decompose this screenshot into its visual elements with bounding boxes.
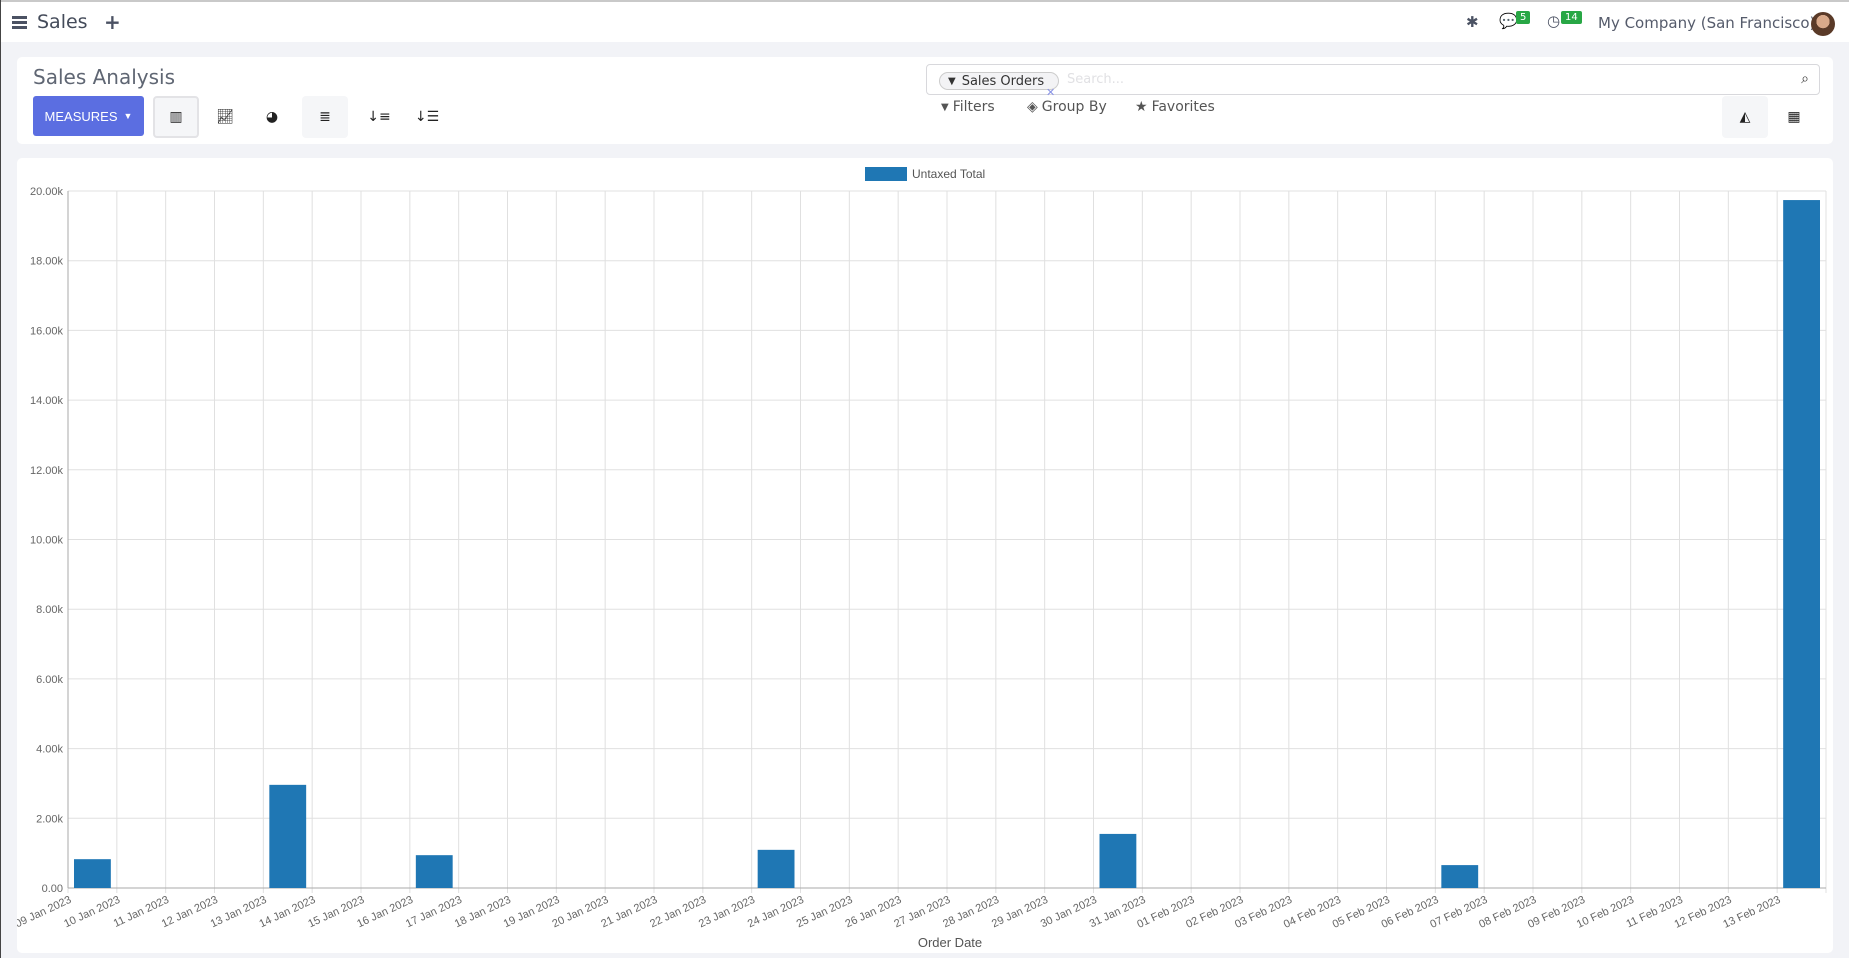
activities-badge: 14 [1561, 11, 1582, 24]
pivot-view-button[interactable]: ▦ [1771, 96, 1817, 138]
avatar[interactable] [1811, 12, 1835, 36]
y-tick-label: 4.00k [36, 744, 63, 756]
filter-icon: ▼ [941, 101, 949, 113]
table-icon: ▦ [1787, 109, 1801, 125]
y-tick-label: 12.00k [30, 465, 64, 477]
y-tick-label: 2.00k [36, 813, 63, 825]
clock-icon[interactable]: ◷ [1547, 12, 1561, 30]
sort-ascending-button[interactable]: ↓☰ [404, 96, 450, 138]
y-tick-label: 14.00k [30, 395, 64, 407]
bar[interactable] [415, 855, 453, 888]
menu-icon[interactable] [12, 16, 27, 29]
y-tick-label: 10.00k [30, 535, 64, 547]
pie-chart-button[interactable]: ◕ [249, 96, 295, 138]
group-by-label: Group By [1041, 99, 1107, 115]
search-bar[interactable]: ▼ Sales Orders ✕ Search... ⌕ [926, 64, 1820, 99]
layers-icon: ◈ [1027, 99, 1038, 115]
group-by-button[interactable]: ◈ Group By [1027, 99, 1107, 115]
line-chart-icon: 📈︎ [216, 109, 234, 125]
bar[interactable] [269, 784, 307, 888]
sort-ascending-icon: ↓☰ [414, 109, 440, 125]
favorites-label: Favorites [1151, 99, 1215, 115]
bar[interactable] [757, 849, 795, 888]
sort-descending-button[interactable]: ↓≡ [356, 96, 402, 138]
line-chart-button[interactable]: 📈︎ [202, 96, 248, 138]
database-icon: ≣ [319, 109, 331, 125]
y-tick-label: 8.00k [36, 604, 63, 616]
facet-label: Sales Orders [961, 73, 1045, 89]
chat-icon[interactable]: 💬 [1499, 12, 1518, 30]
plus-icon[interactable]: + [104, 10, 121, 34]
x-tick-label: 10 Jan 2023 [62, 894, 122, 930]
search-input[interactable]: Search... [1067, 72, 1125, 87]
search-icon[interactable]: ⌕ [1801, 71, 1809, 87]
top-navbar: Sales + ✱ 💬 5 ◷ 14 My Company (San Franc… [1, 0, 1849, 42]
legend-label[interactable]: Untaxed Total [912, 167, 985, 181]
bar[interactable] [1783, 200, 1820, 888]
x-axis-title: Order Date [918, 935, 982, 950]
bar[interactable] [74, 859, 111, 888]
bug-icon[interactable]: ✱ [1466, 13, 1479, 31]
y-tick-label: 18.00k [30, 256, 64, 268]
remove-facet-icon[interactable]: ✕ [1046, 86, 1056, 99]
y-tick-label: 0.00 [42, 883, 63, 895]
app-name[interactable]: Sales [37, 11, 88, 33]
messages-badge: 5 [1516, 11, 1531, 24]
area-chart-icon: ◭ [1739, 109, 1751, 125]
filters-label: Filters [952, 99, 995, 115]
bar-chart-icon: ▥ [169, 109, 183, 125]
filter-icon: ▼ [948, 75, 956, 87]
bar[interactable] [1099, 833, 1137, 888]
sort-descending-icon: ↓≡ [367, 109, 391, 125]
legend-swatch[interactable] [865, 167, 907, 181]
company-switcher[interactable]: My Company (San Francisco) [1598, 14, 1816, 32]
graph-view-button[interactable]: ◭ [1722, 96, 1768, 138]
bar-chart-button[interactable]: ▥ [153, 96, 199, 138]
y-tick-label: 20.00k [30, 186, 64, 198]
measures-label: MEASURES [44, 108, 118, 124]
caret-down-icon: ▼ [123, 111, 133, 121]
search-facet[interactable]: ▼ Sales Orders [939, 72, 1060, 90]
chart-card: Untaxed Total Order Date 0.00 2.00k 4.00k 6… [17, 158, 1833, 953]
bar[interactable] [1441, 865, 1479, 888]
bar-chart: Untaxed Total Order Date 0.00 2.00k 4.00k 6… [17, 167, 1827, 950]
y-tick-label: 6.00k [36, 674, 63, 686]
control-panel: Sales Analysis MEASURES ▼ ▥ 📈︎ ◕ ≣ ↓≡ ↓☰ … [17, 57, 1833, 144]
y-tick-label: 16.00k [30, 325, 64, 337]
pie-chart-icon: ◕ [265, 109, 279, 125]
measures-button[interactable]: MEASURES ▼ [33, 96, 144, 136]
star-icon: ★ [1135, 99, 1148, 115]
filters-button[interactable]: ▼ Filters [941, 99, 995, 115]
favorites-button[interactable]: ★ Favorites [1135, 99, 1215, 115]
stacked-button[interactable]: ≣ [302, 96, 348, 138]
page-title: Sales Analysis [33, 65, 175, 89]
